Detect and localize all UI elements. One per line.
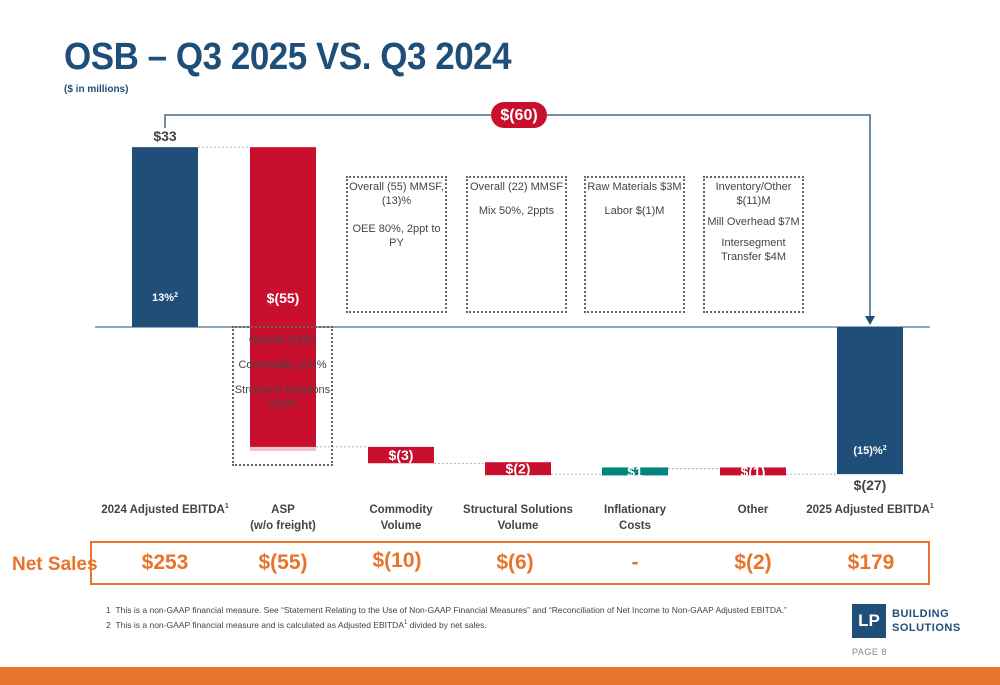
bar (485, 462, 551, 476)
net-sales-value: $(10) (372, 549, 422, 572)
inflationary-detail-line: Labor $(1)M (604, 205, 665, 217)
other-detail-line: Intersegment Transfer $4M (720, 237, 786, 263)
commodity-detail-line: OEE 80%, 2ppt to PY (352, 223, 441, 249)
waterfall-chart: $33 $(55) $(3) $(2) $1 $(1) $(27) 13%2 (15)%2 $(6… (95, 102, 930, 493)
data-label: $1 (627, 463, 643, 479)
logo-text: BUILDING SOLUTIONS (892, 608, 961, 634)
asp-detail-line: Overall (24)% (248, 334, 317, 346)
margin-label: (15)%2 (853, 445, 886, 457)
net-sales-value: $179 (847, 551, 895, 574)
net-sales-box (90, 541, 930, 585)
bar (720, 467, 786, 476)
other-detail-line: Inventory/Other $(11)M (715, 181, 792, 207)
bar (368, 446, 434, 464)
page-subtitle: ($ in millions) (64, 84, 129, 95)
data-label: $(2) (506, 461, 531, 477)
structural-detail-line: Mix 50%, 2ppts (478, 205, 555, 217)
change-label: $(60) (500, 107, 537, 124)
footnote-1: 1 This is a non-GAAP financial measure. … (106, 605, 787, 615)
category-label: Inflationary Costs (604, 503, 666, 532)
footer-bar (0, 667, 1000, 685)
category-label: Structural Solutions Volume (463, 503, 573, 532)
data-label: $(1) (741, 463, 766, 479)
asp-detail-line: Commodity (31)% (238, 359, 327, 371)
structural-detail-line: Overall (22) MMSF (470, 181, 563, 193)
inflationary-detail-line: Raw Materials $3M (587, 181, 682, 193)
asp-detail-line: Structural Solutions (20)% (234, 384, 331, 410)
data-label: $(3) (389, 447, 414, 463)
data-label: $33 (153, 128, 177, 144)
page-title: OSB – Q3 2025 VS. Q3 2024 (64, 36, 512, 78)
footnote-2: 2 This is a non-GAAP financial measure a… (106, 619, 487, 630)
logo-mark: LP (852, 604, 886, 638)
other-detail-box: Inventory/Other $(11)M Mill Overhead $7M… (703, 176, 804, 313)
net-sales-value: $(2) (734, 551, 772, 574)
footnotes: 1 This is a non-GAAP financial measure. … (106, 604, 787, 632)
net-sales-value: $(55) (258, 551, 308, 574)
net-sales-label: Net Sales (12, 554, 98, 575)
category-label: Commodity Volume (369, 503, 433, 532)
bar (250, 147, 316, 447)
change-pill (491, 102, 547, 128)
structural-detail-box: Overall (22) MMSF Mix 50%, 2ppts (466, 176, 567, 313)
net-sales-value: $(6) (496, 551, 534, 574)
data-label: $(27) (854, 477, 887, 493)
category-label: 2024 Adjusted EBITDA1 (101, 503, 229, 516)
page-number: PAGE 8 (852, 647, 887, 657)
inflationary-detail-box: Raw Materials $3M Labor $(1)M (584, 176, 685, 313)
margin-label: 13%2 (152, 292, 178, 304)
category-label: 2025 Adjusted EBITDA1 (806, 503, 934, 516)
bar (837, 327, 903, 475)
other-detail-line: Mill Overhead $7M (707, 216, 800, 228)
category-label: ASP (w/o freight) (250, 503, 316, 532)
bar (602, 467, 668, 476)
net-sales-value: - (631, 551, 639, 574)
category-label: Other (737, 503, 769, 516)
asp-detail-box: Overall (24)% Commodity (31)% Structural… (232, 326, 333, 466)
commodity-detail-line: Overall (55) MMSF, (13)% (349, 181, 444, 207)
bar (132, 147, 198, 327)
change-arrowhead (865, 316, 875, 325)
net-sales-value: $253 (141, 551, 189, 574)
data-label: $(55) (267, 290, 300, 306)
commodity-detail-box: Overall (55) MMSF, (13)% OEE 80%, 2ppt t… (346, 176, 447, 313)
